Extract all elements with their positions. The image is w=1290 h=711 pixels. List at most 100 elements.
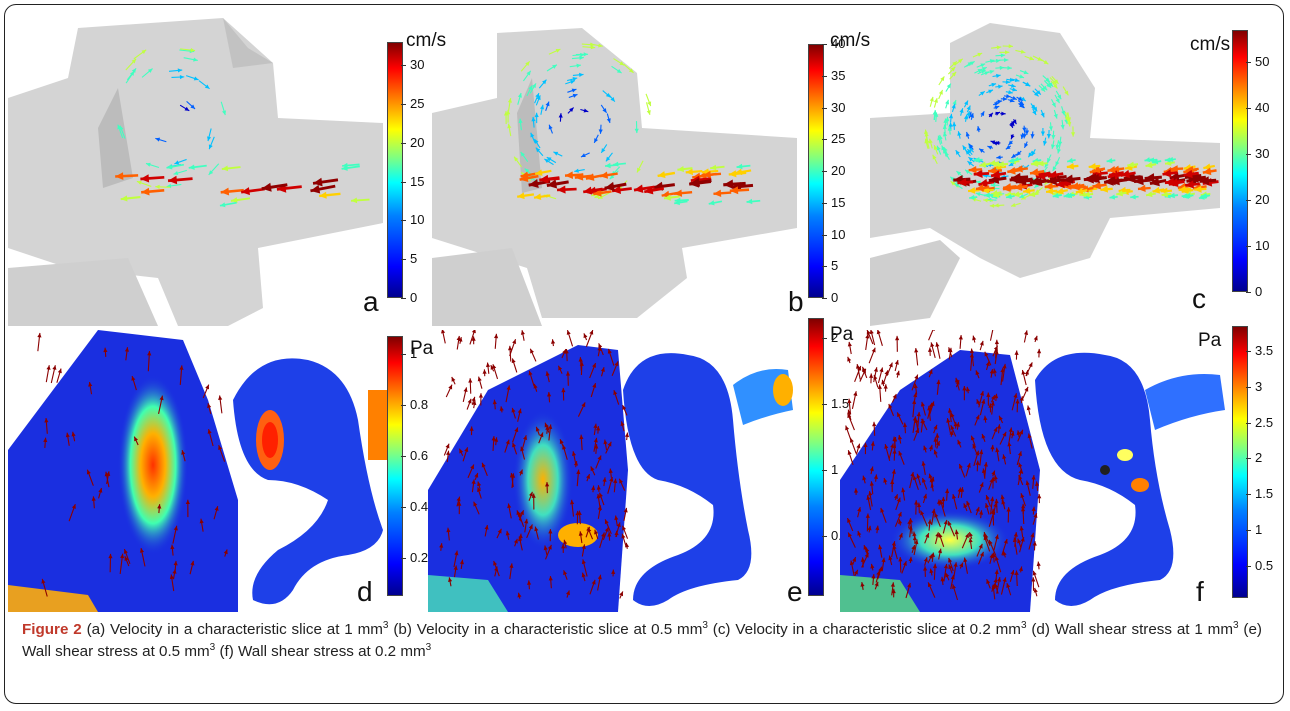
- velocity-arrow: [183, 57, 198, 62]
- shear-arrow: [543, 545, 548, 555]
- velocity-arrow: [1046, 130, 1052, 139]
- velocity-arrow: [534, 169, 552, 176]
- shear-arrow: [993, 474, 998, 483]
- caption-segment: (e) Wall shear stress at 0.5 mm: [22, 621, 1262, 660]
- shear-arrow: [485, 362, 491, 374]
- velocity-arrow: [1022, 81, 1031, 87]
- velocity-arrow: [534, 112, 539, 124]
- shear-arrow: [439, 543, 444, 551]
- caption-segment: (c) Velocity in a characteristic slice a…: [707, 621, 1021, 638]
- shear-arrow: [934, 532, 940, 545]
- velocity-arrow: [1022, 131, 1027, 139]
- velocity-arrow: [708, 200, 723, 206]
- shear-arrow: [1033, 335, 1038, 343]
- shear-arrow: [979, 340, 984, 351]
- figure-caption: Figure 2 (a) Velocity in a characteristi…: [22, 619, 1262, 663]
- velocity-arrow: [1194, 185, 1207, 193]
- shear-arrow: [65, 432, 70, 446]
- velocity-arrow: [1184, 180, 1200, 189]
- velocity-arrow: [1005, 145, 1012, 150]
- shear-arrow: [511, 407, 516, 419]
- shear-arrow: [991, 584, 996, 600]
- caption-superscript: 3: [1232, 619, 1239, 631]
- shear-arrow: [499, 406, 504, 413]
- colorbar-d-tick: 0.2: [400, 549, 429, 565]
- shear-arrow: [157, 504, 162, 514]
- shear-arrow: [988, 403, 993, 413]
- shear-arrow: [1026, 405, 1031, 416]
- velocity-arrow: [1019, 70, 1029, 75]
- velocity-arrow: [1047, 170, 1064, 179]
- velocity-arrow: [575, 52, 589, 57]
- velocity-arrow: [1013, 191, 1024, 198]
- velocity-arrow: [1055, 90, 1062, 100]
- shear-arrow: [1010, 431, 1015, 439]
- velocity-arrow: [166, 163, 185, 170]
- velocity-arrow: [977, 69, 986, 75]
- velocity-arrow: [1048, 122, 1053, 131]
- velocity-arrow: [942, 131, 948, 141]
- shear-arrow: [597, 505, 602, 519]
- shear-arrow: [172, 525, 178, 544]
- shear-arrow: [847, 356, 852, 364]
- shear-arrow: [570, 499, 575, 517]
- shear-arrow: [946, 418, 952, 435]
- shear-arrow: [622, 525, 629, 539]
- caption-superscript: 3: [425, 641, 432, 653]
- shear-arrow: [492, 399, 497, 410]
- shear-arrow: [202, 384, 210, 399]
- velocity-arrow: [1010, 202, 1021, 207]
- shear-arrow: [1002, 363, 1007, 382]
- velocity-arrow: [713, 189, 732, 197]
- panel-f-wall-shear-stress: [840, 330, 1230, 612]
- shear-arrow: [509, 563, 514, 580]
- shear-arrow: [976, 399, 981, 406]
- shear-arrow: [927, 347, 933, 356]
- velocity-arrow: [599, 171, 618, 179]
- colorbar-c-tick: 20: [1245, 192, 1270, 208]
- shear-arrow: [1017, 429, 1024, 442]
- panel-a-velocity-slice: [8, 8, 388, 326]
- velocity-arrow: [1056, 187, 1068, 195]
- shear-arrow: [911, 544, 916, 554]
- shear-arrow: [947, 520, 956, 537]
- shear-arrow: [509, 472, 514, 488]
- velocity-arrow: [963, 114, 969, 122]
- shear-arrow: [213, 506, 219, 520]
- velocity-arrow: [1002, 65, 1012, 70]
- velocity-arrow: [186, 100, 196, 110]
- shear-arrow: [869, 330, 876, 346]
- shear-arrow: [207, 428, 214, 447]
- shear-arrow: [496, 528, 502, 539]
- velocity-arrow: [993, 105, 1000, 110]
- velocity-arrow: [1075, 187, 1088, 195]
- shear-arrow: [529, 348, 537, 362]
- colorbar-a-tick: 0: [400, 290, 418, 305]
- shear-arrow: [883, 370, 889, 383]
- velocity-arrow: [1042, 137, 1048, 146]
- colorbar-b-tick: 25: [821, 131, 846, 147]
- colorbar-b-tick: 35: [821, 67, 846, 83]
- shear-arrow: [857, 506, 862, 518]
- colorbar-a-tick: 20: [400, 134, 425, 150]
- shear-arrow: [871, 574, 876, 585]
- shear-arrow: [604, 519, 612, 535]
- velocity-arrow: [546, 179, 569, 189]
- shear-arrow: [50, 365, 57, 384]
- colorbar-c-tick: 40: [1245, 100, 1270, 116]
- shear-arrow: [993, 348, 998, 359]
- shear-arrow: [993, 534, 999, 551]
- velocity-arrow: [188, 164, 207, 170]
- shear-arrow: [976, 543, 983, 557]
- panel-d-arrows: [37, 332, 228, 597]
- velocity-arrow: [548, 124, 553, 134]
- shear-arrow: [139, 547, 146, 567]
- velocity-arrow: [168, 68, 183, 73]
- velocity-arrow: [978, 178, 995, 188]
- shear-arrow: [908, 556, 913, 564]
- shear-arrow: [985, 494, 992, 507]
- velocity-arrow: [949, 71, 957, 80]
- shear-arrow: [71, 431, 76, 442]
- velocity-arrow: [995, 84, 1003, 89]
- shear-arrow: [989, 553, 994, 564]
